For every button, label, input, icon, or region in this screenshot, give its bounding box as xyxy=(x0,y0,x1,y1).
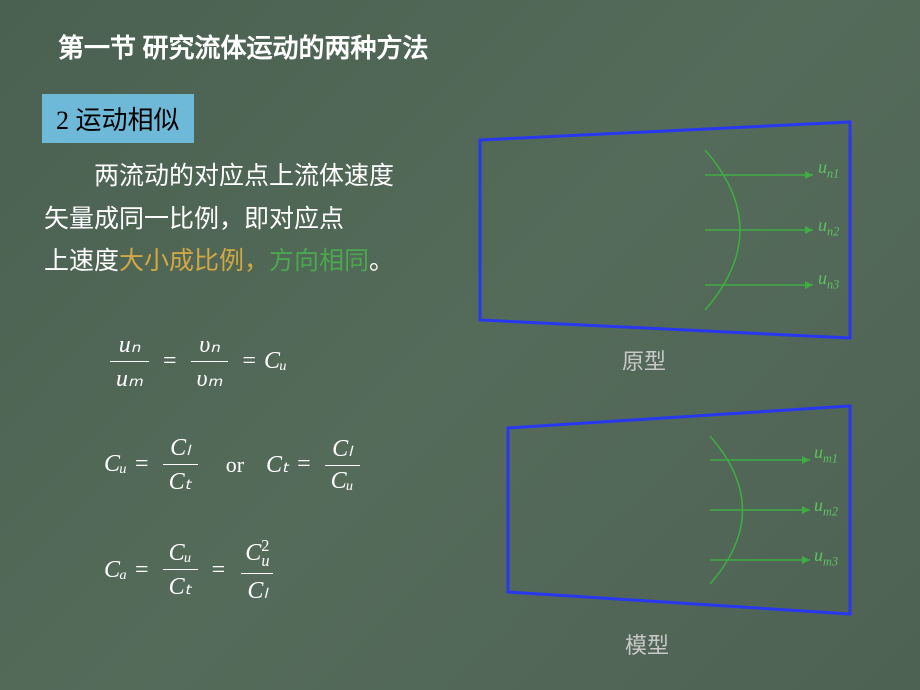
eq2-or: or xyxy=(226,452,244,478)
caption-model: 模型 xyxy=(625,628,669,660)
eq3-frac1-num: Cᵤ xyxy=(163,540,198,569)
eq1-frac1-num: uₙ xyxy=(113,330,147,361)
diagram-model: um1 um2 um3 xyxy=(480,400,880,620)
label-un1: un1 xyxy=(818,157,839,182)
formula-block: uₙ uₘ = υₙ υₘ = Cᵤ Cᵤ = Cₗ Cₜ or Cₜ = Cₗ… xyxy=(104,330,366,645)
eq3-frac2-num: C2u xyxy=(239,536,275,573)
eq3-frac1-den: Cₜ xyxy=(163,569,198,601)
section-title: 第一节 研究流体运动的两种方法 xyxy=(58,28,429,65)
caption-prototype: 原型 xyxy=(622,344,666,376)
equation-2: Cᵤ = Cₗ Cₜ or Cₜ = Cₗ Cᵤ xyxy=(104,433,366,496)
eq2-frac1-den: Cₜ xyxy=(163,464,198,496)
eq2-lhs: Cᵤ xyxy=(104,451,127,478)
eq1-frac2-den: υₘ xyxy=(191,361,229,393)
eq2-frac1-num: Cₗ xyxy=(164,433,196,464)
label-um3: um3 xyxy=(814,545,838,570)
subtitle-badge: 2 运动相似 xyxy=(42,94,194,143)
label-um2: um2 xyxy=(814,495,838,520)
label-um1: um1 xyxy=(814,442,838,467)
body-line2: 矢量成同一比例，即对应点 xyxy=(44,206,344,233)
body-period: 。 xyxy=(369,248,394,275)
eq2-frac2-den: Cᵤ xyxy=(325,465,360,495)
body-paragraph: 两流动的对应点上流体速度 矢量成同一比例，即对应点 上速度大小成比例，方向相同。 xyxy=(44,156,444,284)
eq1-rhs: Cᵤ xyxy=(264,348,287,375)
eq3-lhs: Cₐ xyxy=(104,557,127,584)
eq2-lhs2: Cₜ xyxy=(266,450,289,479)
highlight-1: 大小成比例， xyxy=(119,248,269,275)
body-line3-pre: 上速度 xyxy=(44,248,119,275)
eq1-frac1-den: uₘ xyxy=(110,361,149,393)
body-line1: 两流动的对应点上流体速度 xyxy=(94,163,394,190)
eq2-frac2-num: Cₗ xyxy=(326,434,358,465)
diagram-prototype: un1 un2 un3 xyxy=(450,120,880,340)
label-un3: un3 xyxy=(818,268,839,293)
highlight-2: 方向相同 xyxy=(269,248,369,275)
equation-1: uₙ uₘ = υₙ υₘ = Cᵤ xyxy=(104,330,366,393)
eq1-frac2-num: υₙ xyxy=(193,330,226,361)
eq3-frac2-den: Cₗ xyxy=(241,573,273,605)
equation-3: Cₐ = Cᵤ Cₜ = C2u Cₗ xyxy=(104,536,366,605)
label-un2: un2 xyxy=(818,215,839,240)
